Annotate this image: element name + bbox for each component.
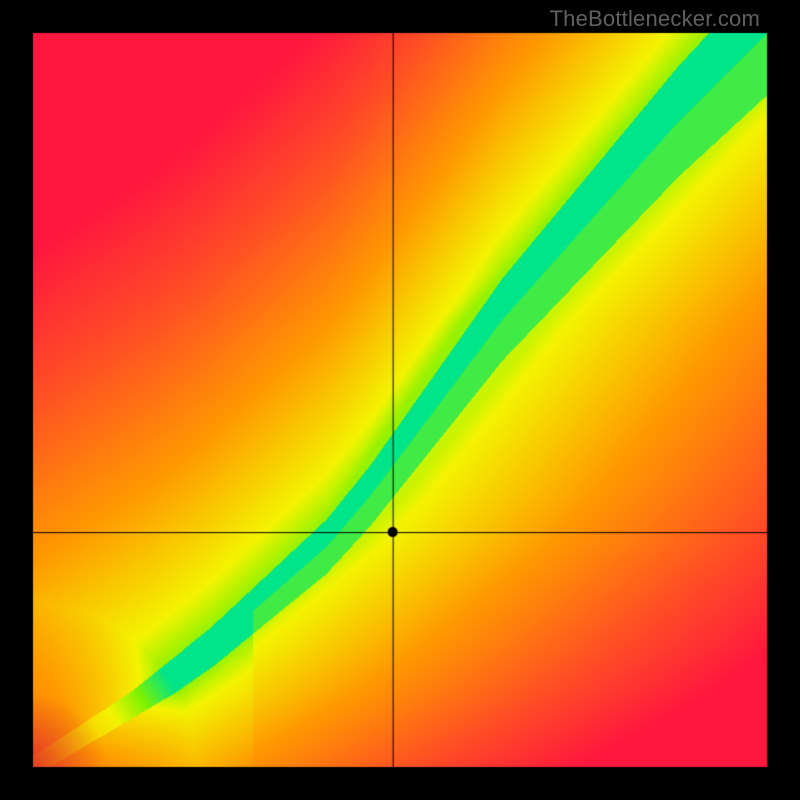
watermark-text: TheBottlenecker.com bbox=[550, 6, 760, 32]
bottleneck-heatmap bbox=[0, 0, 800, 800]
